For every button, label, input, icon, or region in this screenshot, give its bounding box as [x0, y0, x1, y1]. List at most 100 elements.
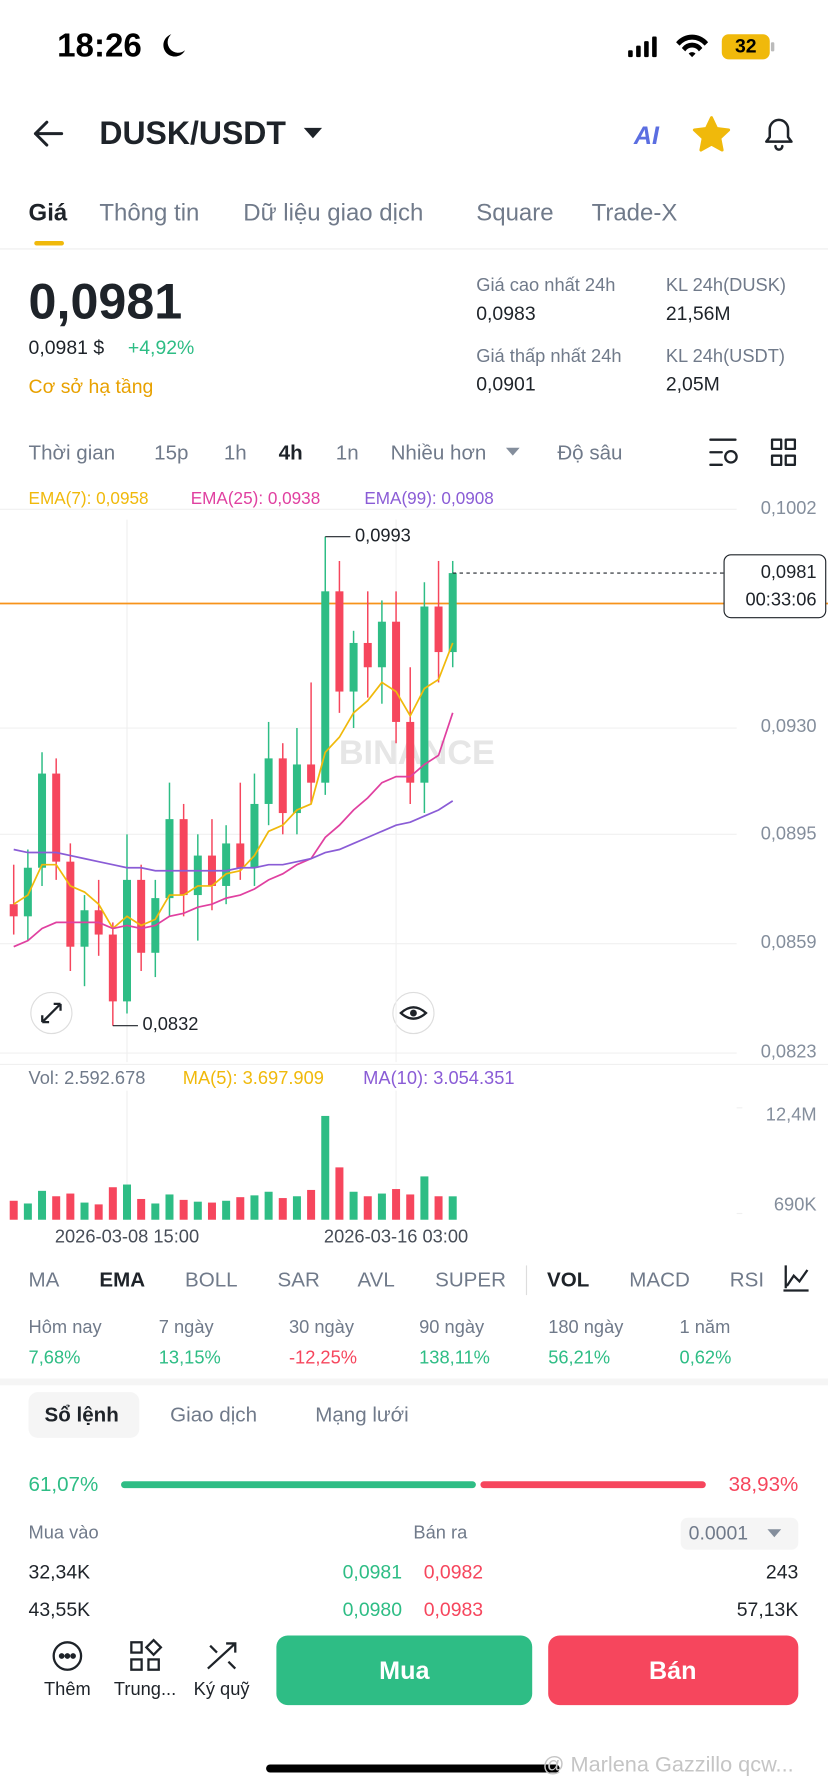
perf-value: 13,15% [158, 1348, 221, 1369]
candle-body [193, 855, 202, 896]
sell-label[interactable]: Bán [648, 1656, 697, 1685]
indicator[interactable]: BOLL [185, 1268, 238, 1292]
precision-pill[interactable] [680, 1517, 799, 1550]
candle-body [9, 904, 18, 917]
interval[interactable]: Độ sâu [557, 441, 623, 465]
interval[interactable]: 15p [154, 441, 189, 465]
tab[interactable]: Dữ liệu giao dịch [243, 199, 424, 227]
interval[interactable]: Nhiều hơn [390, 441, 487, 465]
buy-button[interactable] [276, 1635, 533, 1706]
candle-body [52, 773, 61, 862]
volume-bar [23, 1203, 32, 1220]
ask-qty: 243 [765, 1561, 799, 1583]
caret [767, 1529, 782, 1538]
ema-line [13, 712, 454, 948]
perf-label: 90 ngày [419, 1317, 485, 1338]
nav-label[interactable]: Trung... [113, 1679, 177, 1700]
low-label: 0,0832 [142, 1015, 199, 1035]
volume-bar [137, 1198, 146, 1220]
candle-body [38, 773, 47, 868]
volume-bar [250, 1195, 259, 1220]
indicator[interactable]: EMA [99, 1268, 146, 1292]
clock: 18:26 [57, 27, 142, 65]
nav-icons[interactable] [52, 1638, 237, 1671]
indicator[interactable]: SAR [277, 1268, 320, 1292]
indicator[interactable]: MA [28, 1268, 60, 1292]
tab-pill[interactable] [28, 1392, 140, 1438]
candle-body [137, 879, 146, 953]
volume-bar [123, 1184, 131, 1220]
tab[interactable]: Giá [28, 199, 68, 227]
perf-label: 7 ngày [158, 1317, 214, 1338]
status-icons [163, 34, 775, 60]
bid-price: 0,0981 [342, 1561, 403, 1583]
y-tick-label: 0,0823 [760, 1042, 817, 1063]
last-price: 0,0981 [28, 274, 183, 331]
candle-body [392, 621, 401, 722]
divider [0, 1378, 828, 1386]
ai-button[interactable]: AI [633, 121, 659, 150]
indicator[interactable]: SUPER [435, 1268, 506, 1292]
chart-buttons[interactable] [30, 991, 435, 1035]
buy-label[interactable]: Mua [379, 1656, 430, 1685]
indicator[interactable]: RSI [729, 1268, 765, 1292]
sector-tag: Cơ sở hạ tầng [28, 375, 154, 398]
volume-bar [151, 1203, 160, 1220]
watermark: BINANCE [339, 734, 495, 772]
sell-ratio-bar [480, 1481, 706, 1489]
volume-bar [434, 1196, 443, 1220]
volume-bar [321, 1115, 330, 1220]
volume-bar [335, 1167, 344, 1220]
legend-entry: EMA(7): 0,0958 [28, 489, 149, 509]
interval[interactable]: 1n [335, 441, 359, 465]
perf-label: Hôm nay [28, 1317, 102, 1338]
volume-bar [392, 1189, 401, 1220]
tab[interactable]: Trade-X [591, 199, 678, 227]
volume-bar [420, 1176, 429, 1220]
buy-ratio: 61,07% [28, 1472, 99, 1496]
candle-body [165, 819, 174, 899]
indicator-settings[interactable] [783, 1265, 809, 1292]
y-tick-label: 0,0859 [760, 933, 817, 953]
volume-bar [264, 1191, 273, 1220]
indicator[interactable]: MACD [629, 1268, 690, 1292]
interval[interactable]: 1h [223, 441, 247, 465]
candle-body [250, 803, 259, 868]
interval[interactable]: 4h [278, 441, 303, 465]
sell-button[interactable] [548, 1635, 799, 1706]
perf-label: 1 năm [679, 1317, 731, 1338]
tab[interactable]: Square [476, 199, 554, 227]
ema-line [13, 800, 454, 872]
interval[interactable]: Thời gian [28, 441, 116, 465]
header-icons[interactable] [33, 116, 797, 466]
volume-bar [292, 1196, 301, 1220]
ema-line [13, 642, 454, 930]
book-tab[interactable]: Sổ lệnh [44, 1403, 119, 1426]
indicator[interactable]: AVL [357, 1268, 395, 1292]
precision[interactable]: 0.0001 [688, 1522, 749, 1545]
volume-bar [165, 1194, 174, 1220]
volume-bar [38, 1190, 47, 1220]
stat-value: 0,0983 [476, 302, 536, 325]
price-change: +4,92% [127, 336, 195, 359]
battery: 32 [734, 35, 757, 58]
candle-body [335, 591, 344, 692]
candle-body [80, 910, 89, 947]
volume-bar [307, 1189, 316, 1220]
perf-label: 30 ngày [288, 1317, 354, 1338]
volume-ma-label: MA(5): 3.697.909 [182, 1068, 324, 1089]
tab[interactable]: Thông tin [99, 199, 200, 227]
book-tab[interactable]: Mạng lưới [315, 1403, 409, 1426]
high-label: 0,0993 [354, 526, 411, 546]
perf-label: 180 ngày [548, 1317, 624, 1338]
book-tab[interactable]: Giao dịch [170, 1403, 258, 1426]
y-tick-label: 0,0895 [760, 824, 817, 844]
candle-body [307, 764, 316, 783]
y-tick-label: 0,1002 [760, 499, 817, 519]
candle-body [278, 758, 287, 814]
nav-label[interactable]: Ký quỹ [193, 1679, 250, 1700]
perf-value: -12,25% [288, 1348, 358, 1369]
nav-label[interactable]: Thêm [44, 1679, 91, 1700]
indicator[interactable]: VOL [547, 1268, 590, 1292]
